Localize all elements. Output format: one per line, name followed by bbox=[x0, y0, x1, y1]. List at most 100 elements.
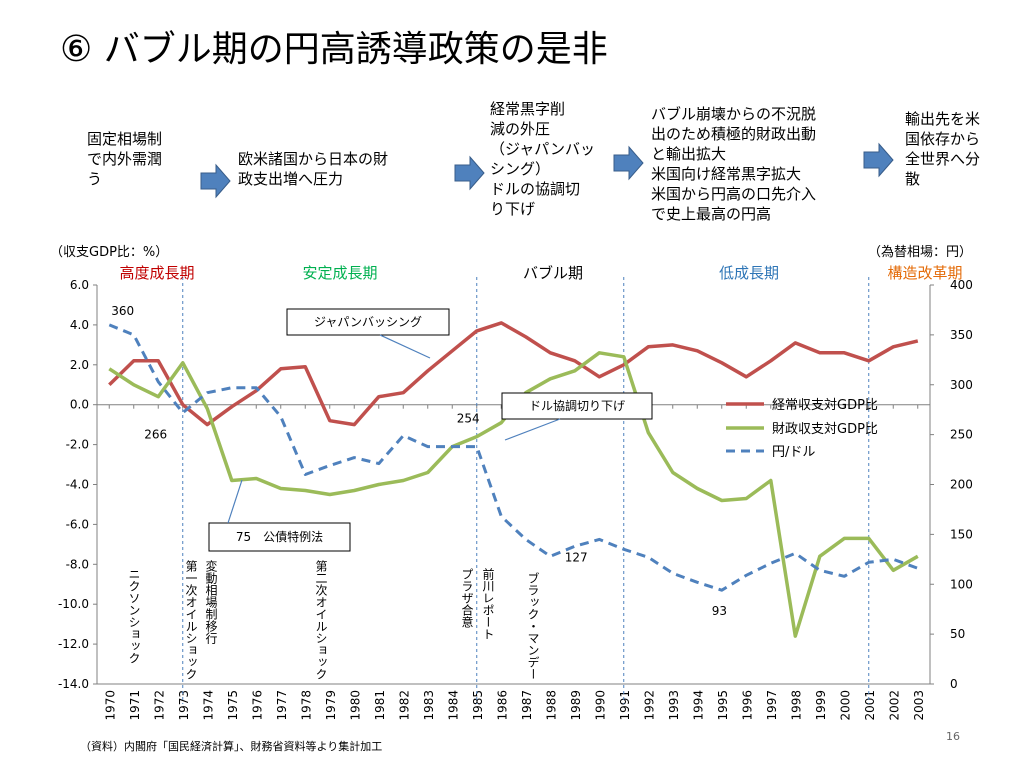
y-left-tick-label: -14.0 bbox=[58, 677, 89, 691]
page-number: 16 bbox=[946, 730, 960, 743]
source-footnote: （資料）内閣府「国民経済計算」、財務省資料等より集計加工 bbox=[80, 740, 383, 753]
current-account-line bbox=[108, 321, 919, 427]
event-label: 前川レポート bbox=[481, 567, 495, 640]
flow-step-2: 欧米諸国から日本の財 政支出増へ圧力 bbox=[238, 150, 389, 188]
era-label: 構造改革期 bbox=[887, 264, 962, 282]
x-tick-label: 1971 bbox=[128, 690, 142, 721]
y-right-axis-label: （為替相場：円） bbox=[868, 244, 972, 260]
callout-label: 75 公債特例法 bbox=[236, 529, 323, 544]
era-label: 高度成長期 bbox=[119, 264, 194, 282]
x-tick-label: 1983 bbox=[422, 690, 436, 721]
callout-box bbox=[501, 392, 653, 420]
event-label: ニクソンショック bbox=[127, 568, 141, 664]
flow-arrow-icon bbox=[613, 145, 644, 181]
x-tick-label: 1976 bbox=[250, 690, 264, 721]
data-value-label: 93 bbox=[712, 604, 727, 618]
x-tick-label: 1991 bbox=[618, 690, 632, 721]
y-right-tick-label: 300 bbox=[950, 378, 973, 392]
y-right-tick-label: 400 bbox=[950, 278, 973, 292]
callout-box bbox=[208, 522, 351, 552]
event-label: 変動相場制移行 bbox=[204, 559, 218, 644]
y-left-tick-label: -2.0 bbox=[66, 438, 89, 452]
x-tick-label: 1980 bbox=[348, 690, 362, 721]
flow-step-5: 輸出先を米 国依存から 全世界へ分 散 bbox=[905, 110, 981, 188]
y-right-tick-label: 250 bbox=[950, 428, 973, 442]
y-left-tick-label: -4.0 bbox=[66, 478, 89, 492]
flow-arrow-icon bbox=[863, 142, 894, 178]
callout-label: ジャパンバッシング bbox=[314, 315, 422, 329]
slide-title: ⑥ バブル期の円高誘導政策の是非 bbox=[60, 29, 608, 70]
y-left-tick-label: -10.0 bbox=[58, 597, 89, 611]
event-label: 第二次オイルショック bbox=[314, 560, 328, 680]
x-tick-label: 1985 bbox=[471, 690, 485, 721]
legend-label: 円/ドル bbox=[772, 445, 815, 460]
y-left-tick-label: -6.0 bbox=[66, 517, 89, 531]
y-left-tick-label: 4.0 bbox=[70, 318, 89, 332]
x-tick-label: 1992 bbox=[642, 690, 656, 721]
callout-pointer bbox=[504, 418, 561, 441]
x-tick-label: 1972 bbox=[152, 690, 166, 721]
x-tick-label: 1979 bbox=[324, 690, 338, 721]
x-tick-label: 1995 bbox=[716, 690, 730, 721]
x-tick-label: 1974 bbox=[201, 690, 215, 721]
x-tick-label: 1996 bbox=[740, 690, 754, 721]
x-tick-label: 1998 bbox=[789, 690, 803, 721]
x-tick-label: 2003 bbox=[912, 690, 926, 721]
data-value-label: 360 bbox=[111, 304, 134, 318]
x-tick-label: 1987 bbox=[520, 690, 534, 721]
x-tick-label: 1981 bbox=[373, 690, 387, 721]
data-value-label: 254 bbox=[457, 412, 480, 426]
y-right-tick-label: 350 bbox=[950, 328, 973, 342]
x-tick-label: 1994 bbox=[691, 690, 705, 721]
yen-dollar-line bbox=[108, 323, 919, 592]
data-value-label: 127 bbox=[565, 550, 588, 564]
flow-step-3: 経常黒字削 減の外圧 （ジャパンバッ シング） ドルの協調切 り下げ bbox=[490, 100, 596, 218]
callout-box bbox=[286, 308, 450, 336]
x-tick-label: 2002 bbox=[887, 690, 901, 721]
x-tick-label: 1999 bbox=[814, 690, 828, 721]
x-tick-label: 1993 bbox=[667, 690, 681, 721]
y-left-tick-label: 0.0 bbox=[70, 398, 89, 412]
y-left-tick-label: 6.0 bbox=[70, 278, 89, 292]
x-tick-label: 1975 bbox=[226, 690, 240, 721]
y-left-tick-label: -12.0 bbox=[58, 637, 89, 651]
x-tick-label: 1997 bbox=[765, 690, 779, 721]
era-label: バブル期 bbox=[523, 264, 583, 282]
x-tick-label: 1977 bbox=[275, 690, 289, 721]
legend-label: 財政収支対GDP比 bbox=[772, 422, 878, 437]
x-tick-label: 1970 bbox=[103, 690, 117, 721]
x-tick-label: 2001 bbox=[863, 690, 877, 721]
y-right-tick-label: 100 bbox=[950, 577, 973, 591]
callout-pointer bbox=[379, 334, 431, 359]
y-right-tick-label: 0 bbox=[950, 677, 958, 691]
x-tick-label: 1988 bbox=[544, 690, 558, 721]
event-label: 第一次オイルショック bbox=[184, 560, 198, 680]
y-left-tick-label: 2.0 bbox=[70, 358, 89, 372]
event-label: プラザ合意 bbox=[460, 568, 474, 628]
x-tick-label: 1989 bbox=[569, 690, 583, 721]
x-tick-label: 1973 bbox=[177, 690, 191, 721]
event-label: ブラック・マンデー bbox=[526, 571, 540, 680]
era-label: 安定成長期 bbox=[302, 264, 377, 282]
y-right-tick-label: 50 bbox=[950, 627, 965, 641]
legend-label: 経常収支対GDP比 bbox=[772, 398, 878, 413]
callout-pointer bbox=[227, 479, 243, 524]
flow-arrow-icon bbox=[454, 155, 485, 191]
x-tick-label: 1986 bbox=[495, 690, 509, 721]
x-tick-label: 1984 bbox=[446, 690, 460, 721]
x-tick-label: 1982 bbox=[397, 690, 411, 721]
flow-step-1: 固定相場制 で内外需潤 う bbox=[87, 130, 163, 188]
y-right-tick-label: 200 bbox=[950, 478, 973, 492]
data-value-label: 266 bbox=[144, 428, 167, 442]
flow-step-4: バブル崩壊からの不況脱 出のため積極的財政出動 と輸出拡大 米国向け経常黒字拡大… bbox=[651, 105, 817, 223]
era-label: 低成長期 bbox=[719, 264, 779, 282]
x-tick-label: 1990 bbox=[593, 690, 607, 721]
x-tick-label: 1978 bbox=[299, 690, 313, 721]
y-left-tick-label: -8.0 bbox=[66, 557, 89, 571]
flow-arrow-icon bbox=[200, 163, 231, 199]
callout-label: ドル協調切り下げ bbox=[529, 398, 625, 413]
x-tick-label: 2000 bbox=[838, 690, 852, 721]
y-left-axis-label: （収支GDP比：%） bbox=[50, 245, 168, 260]
y-right-tick-label: 150 bbox=[950, 527, 973, 541]
